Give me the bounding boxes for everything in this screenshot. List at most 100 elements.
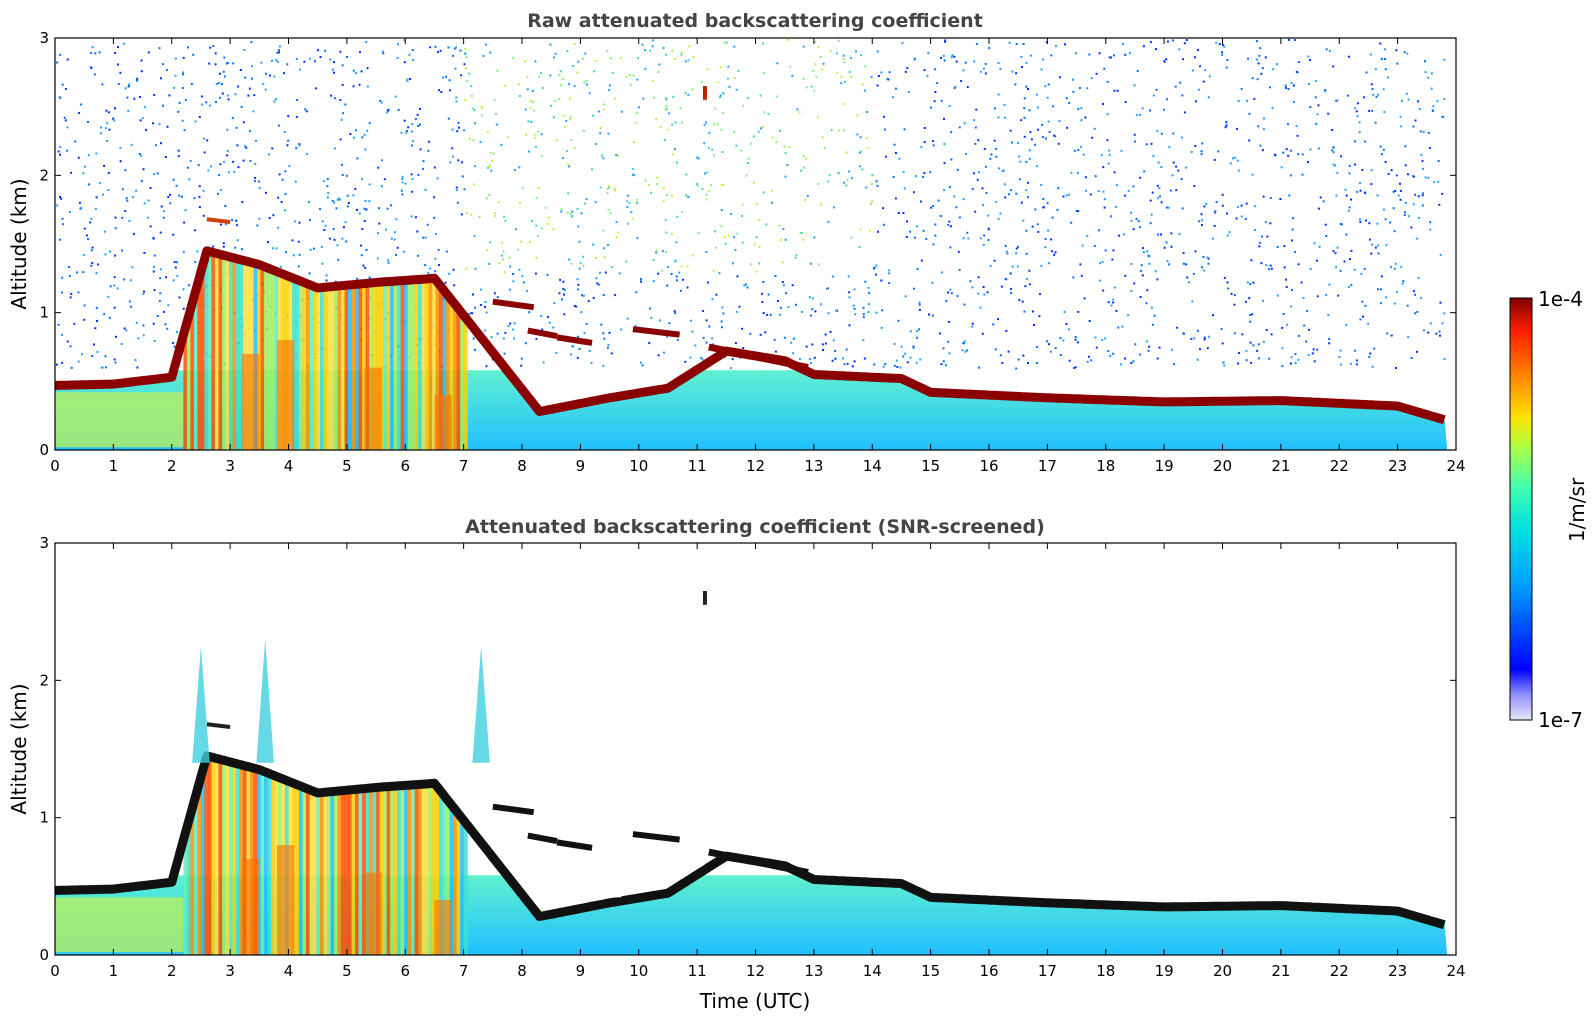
noise-speckle bbox=[412, 140, 415, 143]
noise-speckle bbox=[82, 254, 85, 256]
convective-column bbox=[379, 284, 384, 450]
noise-speckle bbox=[1027, 88, 1029, 90]
noise-speckle bbox=[565, 120, 568, 122]
noise-speckle bbox=[1035, 165, 1038, 168]
noise-speckle bbox=[1047, 83, 1050, 86]
noise-speckle bbox=[580, 212, 583, 215]
noise-speckle bbox=[525, 133, 528, 136]
convective-column bbox=[435, 284, 440, 450]
noise-speckle bbox=[387, 261, 390, 264]
noise-speckle bbox=[918, 303, 921, 306]
noise-speckle bbox=[993, 259, 996, 262]
noise-speckle bbox=[252, 110, 255, 113]
noise-speckle bbox=[143, 202, 146, 205]
noise-speckle bbox=[1307, 354, 1310, 357]
noise-speckle bbox=[760, 127, 762, 130]
noise-speckle bbox=[1180, 178, 1183, 181]
noise-speckle bbox=[1079, 87, 1081, 89]
noise-speckle bbox=[847, 275, 850, 278]
noise-speckle bbox=[139, 119, 142, 122]
convective-column bbox=[225, 764, 230, 955]
mid-level-cloud bbox=[632, 831, 680, 843]
noise-speckle bbox=[352, 194, 355, 197]
strong-scatter-streak bbox=[434, 900, 452, 955]
noise-speckle bbox=[584, 52, 587, 55]
noise-speckle bbox=[227, 94, 230, 97]
noise-speckle bbox=[294, 180, 297, 183]
noise-speckle bbox=[247, 94, 250, 97]
noise-speckle bbox=[1134, 343, 1137, 346]
noise-speckle bbox=[870, 202, 872, 205]
noise-speckle bbox=[705, 194, 708, 196]
noise-speckle bbox=[583, 81, 586, 84]
noise-speckle bbox=[757, 130, 760, 133]
noise-speckle bbox=[133, 97, 136, 100]
noise-speckle bbox=[1015, 72, 1018, 75]
noise-speckle bbox=[1422, 167, 1424, 170]
noise-speckle bbox=[850, 177, 853, 180]
noise-speckle bbox=[368, 183, 371, 186]
noise-speckle bbox=[1171, 39, 1174, 42]
noise-speckle bbox=[363, 133, 366, 136]
noise-speckle bbox=[1240, 87, 1243, 90]
noise-speckle bbox=[286, 63, 289, 66]
noise-speckle bbox=[1443, 312, 1446, 315]
noise-speckle bbox=[156, 315, 159, 317]
noise-speckle bbox=[397, 109, 400, 111]
noise-speckle bbox=[1077, 310, 1080, 313]
noise-speckle bbox=[517, 248, 520, 251]
noise-speckle bbox=[964, 61, 967, 64]
noise-speckle bbox=[902, 171, 905, 173]
noise-speckle bbox=[240, 105, 243, 108]
x-tick-label: 18 bbox=[1096, 962, 1115, 980]
noise-speckle bbox=[859, 151, 861, 154]
noise-speckle bbox=[554, 52, 557, 55]
noise-speckle bbox=[997, 116, 1000, 119]
noise-speckle bbox=[1356, 190, 1359, 193]
noise-speckle bbox=[309, 248, 312, 251]
noise-speckle bbox=[64, 87, 67, 90]
noise-speckle bbox=[464, 99, 467, 102]
noise-speckle bbox=[1201, 142, 1204, 145]
noise-speckle bbox=[940, 99, 943, 102]
noise-speckle bbox=[339, 198, 342, 201]
noise-speckle bbox=[1155, 88, 1158, 91]
noise-speckle bbox=[390, 204, 392, 207]
noise-speckle bbox=[1256, 349, 1259, 352]
noise-speckle bbox=[183, 221, 186, 224]
isolated-target bbox=[702, 591, 707, 605]
noise-speckle bbox=[1294, 250, 1297, 253]
convective-column bbox=[236, 261, 241, 450]
x-ticks-raw: 0 1 2 3 4 5 6 7 8 9 10 11 12 13 14 15 16 17 18 19 20 21 22 23 24 bbox=[50, 38, 1466, 475]
noise-speckle bbox=[1348, 172, 1351, 175]
noise-speckle bbox=[1307, 55, 1310, 58]
noise-speckle bbox=[159, 268, 162, 271]
noise-speckle bbox=[876, 84, 879, 87]
noise-speckle bbox=[915, 361, 918, 364]
noise-speckle bbox=[648, 342, 651, 345]
noise-speckle bbox=[149, 225, 152, 228]
noise-speckle bbox=[360, 244, 363, 247]
noise-speckle bbox=[1202, 80, 1205, 83]
noise-speckle bbox=[91, 46, 94, 49]
convective-column bbox=[400, 788, 405, 955]
noise-speckle bbox=[182, 56, 185, 59]
noise-speckle bbox=[174, 266, 177, 269]
noise-speckle bbox=[436, 177, 439, 180]
noise-speckle bbox=[817, 182, 820, 185]
noise-speckle bbox=[1202, 256, 1205, 258]
noise-speckle bbox=[939, 215, 942, 217]
convective-column bbox=[337, 288, 342, 450]
convective-column bbox=[386, 284, 391, 450]
noise-speckle bbox=[1290, 356, 1293, 359]
noise-speckle bbox=[836, 52, 838, 55]
noise-speckle bbox=[755, 270, 758, 273]
noise-speckle bbox=[940, 363, 943, 366]
noise-speckle bbox=[731, 262, 734, 265]
noise-speckle bbox=[1257, 357, 1260, 360]
noise-speckle bbox=[453, 284, 456, 287]
noise-speckle bbox=[1401, 282, 1404, 285]
noise-speckle bbox=[440, 91, 443, 93]
noise-speckle bbox=[893, 364, 896, 367]
noise-speckle bbox=[193, 229, 196, 232]
